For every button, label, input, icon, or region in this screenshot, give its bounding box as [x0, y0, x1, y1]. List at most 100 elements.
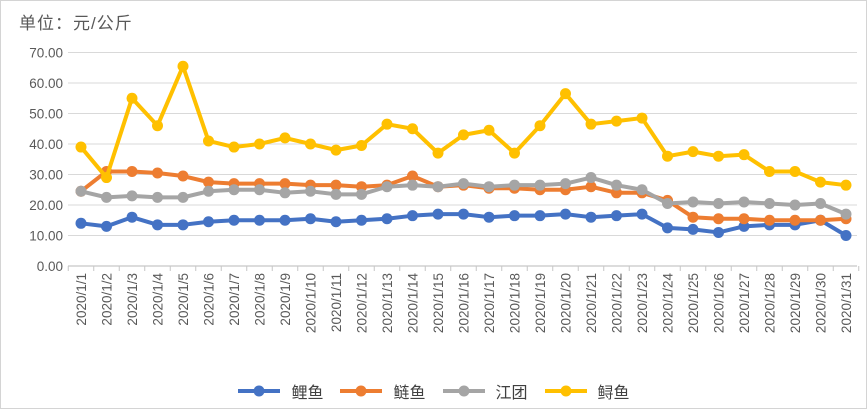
x-axis-tick-label: 2020/1/10	[304, 273, 319, 333]
data-point-sturgeon	[75, 141, 87, 153]
data-point-longsnout-catfish	[713, 197, 724, 209]
data-point-longsnout-catfish	[815, 197, 826, 209]
data-point-silver-carp	[126, 165, 138, 177]
data-point-sturgeon	[687, 146, 699, 158]
data-point-carp	[432, 208, 444, 220]
data-point-sturgeon	[432, 147, 444, 159]
data-point-longsnout-catfish	[407, 179, 418, 191]
data-point-longsnout-catfish	[101, 191, 112, 203]
data-point-carp	[738, 220, 750, 232]
legend-label-carp: 鲤鱼	[291, 385, 324, 402]
data-point-sturgeon	[636, 112, 648, 124]
data-point-carp	[305, 213, 316, 225]
y-axis-tick-label: 70.00	[29, 46, 63, 61]
x-axis-tick-label: 2020/1/15	[431, 273, 446, 333]
data-point-sturgeon	[840, 179, 852, 191]
data-point-sturgeon	[611, 115, 622, 127]
legend-label-silver-carp: 鲢鱼	[393, 385, 426, 402]
data-point-sturgeon	[458, 129, 469, 141]
x-axis-tick-label: 2020/1/20	[559, 273, 574, 333]
y-axis-tick-label: 20.00	[29, 198, 63, 213]
data-point-silver-carp	[407, 170, 418, 182]
data-point-longsnout-catfish	[203, 185, 214, 197]
data-point-longsnout-catfish	[560, 178, 571, 190]
x-axis-tick-label: 2020/1/8	[253, 273, 268, 326]
x-axis-tick-label: 2020/1/4	[151, 273, 166, 326]
legend-item-carp: 鲤鱼	[237, 379, 323, 403]
data-point-sturgeon	[228, 141, 240, 153]
x-axis-tick-label: 2020/1/27	[737, 273, 752, 333]
series-line-sturgeon	[79, 64, 848, 188]
data-point-carp	[381, 213, 393, 225]
x-axis-tick-label: 2020/1/30	[814, 273, 829, 333]
data-point-silver-carp	[330, 179, 342, 191]
data-point-sturgeon	[356, 140, 367, 152]
data-point-longsnout-catfish	[636, 184, 648, 196]
data-point-sturgeon	[534, 120, 546, 132]
data-point-sturgeon	[509, 147, 520, 159]
data-point-longsnout-catfish	[738, 196, 750, 208]
series-carp	[75, 208, 852, 241]
y-axis-tick-label: 60.00	[29, 76, 63, 91]
data-point-longsnout-catfish	[381, 181, 393, 193]
data-point-sturgeon	[407, 123, 418, 135]
data-point-longsnout-catfish	[509, 179, 520, 191]
data-point-carp	[152, 219, 163, 231]
data-point-carp	[840, 230, 852, 241]
data-point-longsnout-catfish	[126, 190, 138, 202]
x-axis-tick-label: 2020/1/21	[584, 273, 599, 333]
data-point-sturgeon	[101, 172, 112, 184]
data-point-sturgeon	[585, 118, 597, 130]
x-axis-tick-label: 2020/1/12	[355, 273, 370, 333]
data-point-carp	[611, 210, 622, 222]
x-axis-tick-label: 2020/1/6	[202, 273, 217, 326]
data-point-longsnout-catfish	[177, 191, 189, 203]
data-point-longsnout-catfish	[458, 178, 469, 190]
data-point-longsnout-catfish	[330, 188, 342, 200]
data-point-longsnout-catfish	[228, 184, 240, 196]
x-axis-tick-label: 2020/1/28	[763, 273, 778, 333]
x-axis-tick-label: 2020/1/22	[610, 273, 625, 333]
data-point-silver-carp	[177, 170, 189, 182]
x-axis-tick-label: 2020/1/9	[278, 273, 293, 326]
data-point-carp	[101, 220, 112, 232]
data-point-longsnout-catfish	[687, 196, 699, 208]
data-point-carp	[177, 219, 189, 231]
data-point-sturgeon	[789, 165, 801, 177]
data-point-longsnout-catfish	[152, 191, 163, 203]
data-point-silver-carp	[279, 178, 291, 190]
legend-marker-silver-carp-icon	[340, 385, 383, 397]
data-point-carp	[636, 208, 648, 220]
x-axis-tick-label: 2020/1/5	[176, 273, 191, 326]
data-point-sturgeon	[330, 144, 342, 156]
data-point-silver-carp	[585, 181, 597, 193]
data-point-carp	[483, 211, 495, 223]
data-point-sturgeon	[815, 176, 826, 188]
data-point-longsnout-catfish	[840, 208, 852, 220]
x-axis-tick-label: 2020/1/1	[74, 273, 89, 326]
chart-unit-title: 单位：元/公斤	[19, 14, 133, 33]
data-point-sturgeon	[713, 150, 724, 162]
legend-marker-carp-icon	[238, 385, 281, 397]
data-point-carp	[75, 217, 87, 229]
data-point-silver-carp	[815, 214, 826, 226]
legend-marker-longsnout-catfish-icon	[442, 385, 485, 397]
x-axis-tick-label: 2020/1/16	[457, 273, 472, 333]
data-point-carp	[356, 214, 367, 226]
data-point-silver-carp	[611, 187, 622, 199]
y-axis-tick-label: 40.00	[29, 137, 63, 152]
x-axis-tick-label: 2020/1/24	[661, 273, 676, 334]
data-point-longsnout-catfish	[432, 181, 444, 193]
data-point-sturgeon	[279, 132, 291, 144]
x-axis-tick-label: 2020/1/31	[839, 273, 854, 333]
data-point-silver-carp	[789, 214, 801, 226]
data-point-longsnout-catfish	[611, 179, 622, 191]
data-point-silver-carp	[764, 214, 775, 226]
x-axis-tick-label: 2020/1/29	[788, 273, 803, 333]
x-axis-tick-label: 2020/1/7	[227, 273, 242, 326]
series-longsnout-catfish	[75, 172, 852, 220]
data-point-sturgeon	[126, 92, 138, 104]
data-point-carp	[458, 208, 469, 220]
data-point-sturgeon	[764, 165, 775, 177]
